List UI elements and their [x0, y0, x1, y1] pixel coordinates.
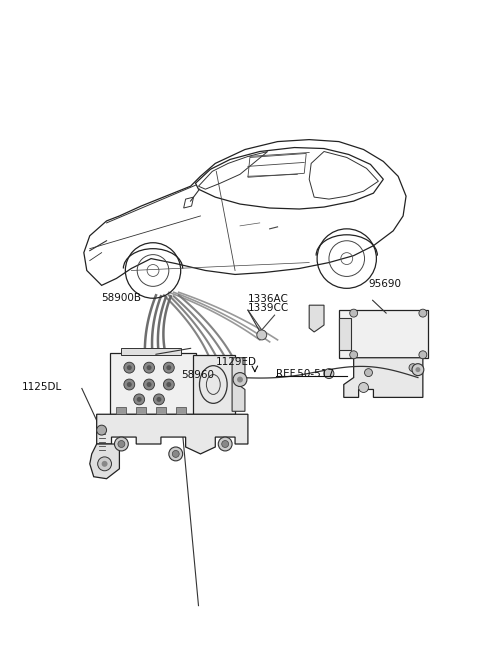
Circle shape — [257, 330, 267, 340]
Text: 1336AC: 1336AC — [248, 294, 289, 304]
Circle shape — [124, 379, 135, 390]
Circle shape — [137, 397, 142, 402]
Circle shape — [359, 383, 369, 392]
Text: 1339CC: 1339CC — [248, 303, 289, 313]
Polygon shape — [117, 407, 126, 414]
Circle shape — [167, 365, 171, 370]
Polygon shape — [121, 348, 180, 355]
Circle shape — [169, 447, 183, 461]
Circle shape — [97, 457, 111, 471]
Circle shape — [222, 441, 228, 447]
Text: 58900B: 58900B — [102, 293, 142, 303]
Polygon shape — [232, 358, 245, 411]
Circle shape — [350, 351, 358, 359]
Polygon shape — [96, 414, 248, 454]
Circle shape — [218, 437, 232, 451]
Polygon shape — [176, 407, 186, 414]
Circle shape — [419, 309, 427, 317]
Text: 1125DL: 1125DL — [22, 383, 62, 392]
Circle shape — [167, 382, 171, 387]
Text: 1129ED: 1129ED — [216, 357, 257, 367]
Circle shape — [233, 373, 247, 386]
Circle shape — [409, 364, 417, 371]
Polygon shape — [339, 310, 428, 358]
Circle shape — [172, 451, 179, 457]
Polygon shape — [192, 355, 235, 414]
Polygon shape — [90, 444, 120, 479]
Polygon shape — [109, 353, 195, 414]
Text: 95690: 95690 — [369, 280, 401, 290]
Circle shape — [144, 379, 155, 390]
Text: 58960: 58960 — [182, 369, 215, 380]
Text: REF.50-517: REF.50-517 — [276, 369, 334, 379]
Circle shape — [127, 365, 132, 370]
Circle shape — [237, 377, 243, 383]
Circle shape — [146, 365, 152, 370]
Polygon shape — [156, 407, 166, 414]
Polygon shape — [309, 305, 324, 332]
Circle shape — [96, 425, 107, 435]
Circle shape — [127, 382, 132, 387]
Circle shape — [146, 382, 152, 387]
Circle shape — [102, 461, 108, 467]
Circle shape — [156, 397, 161, 402]
Circle shape — [154, 394, 164, 405]
Circle shape — [364, 369, 372, 377]
Circle shape — [163, 362, 174, 373]
Polygon shape — [339, 318, 351, 350]
Circle shape — [134, 394, 144, 405]
Polygon shape — [136, 407, 146, 414]
Circle shape — [114, 437, 128, 451]
Circle shape — [118, 441, 125, 447]
Circle shape — [350, 309, 358, 317]
Circle shape — [412, 364, 424, 375]
Circle shape — [144, 362, 155, 373]
Circle shape — [416, 367, 420, 372]
Circle shape — [163, 379, 174, 390]
Circle shape — [124, 362, 135, 373]
Circle shape — [419, 351, 427, 359]
Polygon shape — [344, 358, 423, 398]
Circle shape — [324, 369, 334, 379]
